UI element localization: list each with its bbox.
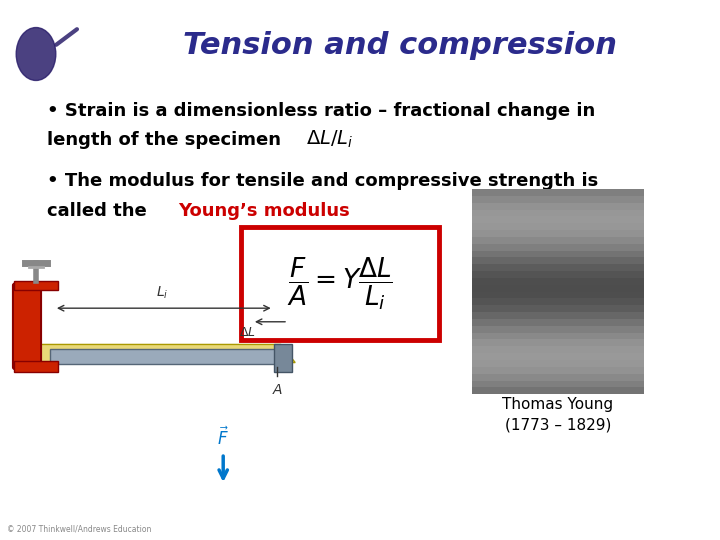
Bar — [472, 285, 644, 292]
Bar — [472, 237, 644, 244]
Polygon shape — [50, 349, 288, 365]
Bar — [472, 312, 644, 319]
Bar — [472, 258, 644, 264]
Text: • The modulus for tensile and compressive strength is: • The modulus for tensile and compressiv… — [47, 172, 598, 190]
Bar — [472, 271, 644, 278]
Bar — [472, 305, 644, 312]
Text: $\vec{F}$: $\vec{F}$ — [217, 426, 229, 449]
Text: Tension and compression: Tension and compression — [183, 31, 616, 60]
Text: • Strain is a dimensionless ratio – fractional change in: • Strain is a dimensionless ratio – frac… — [47, 102, 595, 120]
Bar — [472, 264, 644, 271]
Bar — [472, 189, 644, 394]
Bar — [472, 340, 644, 346]
Bar — [472, 230, 644, 237]
Bar — [472, 353, 644, 360]
Bar — [472, 251, 644, 258]
Bar — [14, 361, 58, 372]
Polygon shape — [22, 345, 295, 362]
Bar — [472, 346, 644, 353]
Bar — [472, 299, 644, 305]
Text: $\Delta L/L_i$: $\Delta L/L_i$ — [306, 129, 354, 150]
FancyArrowPatch shape — [56, 29, 77, 45]
Bar — [472, 244, 644, 251]
Text: length of the specimen: length of the specimen — [47, 131, 287, 150]
Bar — [472, 360, 644, 367]
Text: $A$: $A$ — [271, 382, 283, 396]
Bar — [472, 381, 644, 387]
Bar — [472, 374, 644, 381]
Bar — [472, 367, 644, 374]
Bar — [472, 278, 644, 285]
Bar — [472, 387, 644, 394]
Bar — [472, 326, 644, 333]
Bar — [472, 223, 644, 230]
Bar — [472, 210, 644, 217]
Text: $\Delta L$: $\Delta L$ — [239, 326, 256, 339]
Bar — [472, 333, 644, 340]
Bar — [472, 196, 644, 202]
Text: Thomas Young
(1773 – 1829): Thomas Young (1773 – 1829) — [503, 397, 613, 433]
Bar — [472, 217, 644, 223]
FancyBboxPatch shape — [13, 284, 41, 369]
Bar — [472, 202, 644, 210]
Bar — [472, 319, 644, 326]
Bar — [472, 189, 644, 196]
Text: $\dfrac{F}{A} = Y\dfrac{\Delta L}{L_i}$: $\dfrac{F}{A} = Y\dfrac{\Delta L}{L_i}$ — [287, 255, 393, 312]
Text: Young’s modulus: Young’s modulus — [179, 201, 351, 220]
Bar — [472, 292, 644, 299]
Text: called the: called the — [47, 201, 153, 220]
Bar — [274, 345, 292, 372]
Text: $L_i$: $L_i$ — [156, 285, 168, 301]
Bar — [14, 281, 58, 290]
Text: © 2007 Thinkwell/Andrews Education: © 2007 Thinkwell/Andrews Education — [7, 524, 152, 534]
FancyBboxPatch shape — [241, 227, 439, 340]
Ellipse shape — [16, 28, 56, 80]
